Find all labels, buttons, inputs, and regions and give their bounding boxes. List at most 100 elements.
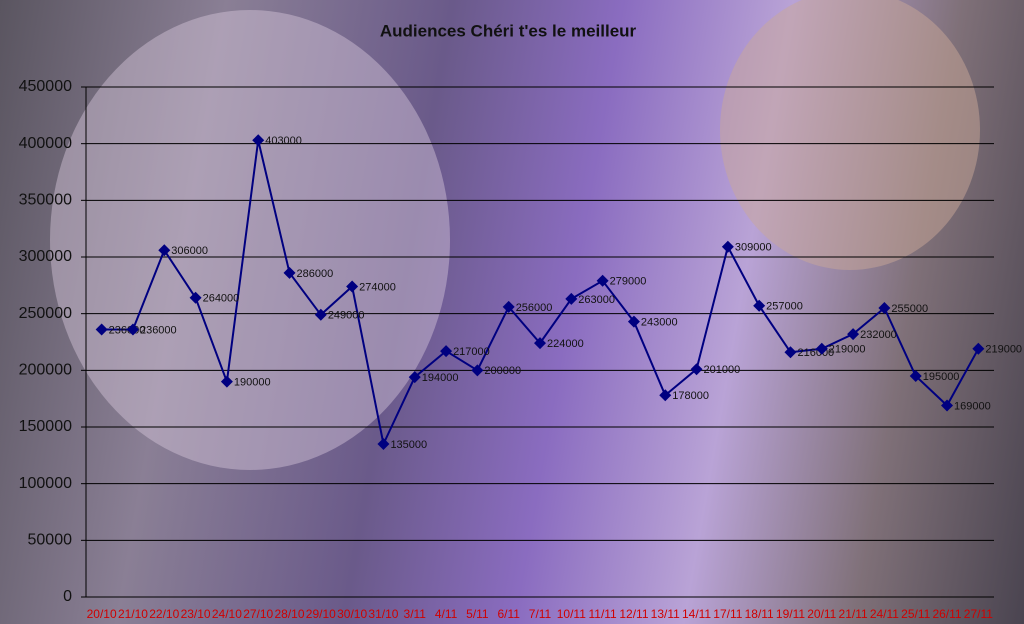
marker xyxy=(408,371,421,384)
marker xyxy=(283,266,296,279)
marker xyxy=(314,308,327,321)
data-label: 194000 xyxy=(422,372,459,384)
marker xyxy=(220,375,233,388)
x-tick-label: 24/11 xyxy=(870,607,899,621)
x-tick-label: 29/10 xyxy=(306,607,336,621)
logo-decoration xyxy=(50,10,450,470)
marker xyxy=(784,346,797,359)
data-label: 256000 xyxy=(516,302,553,314)
x-tick-label: 24/10 xyxy=(212,607,242,621)
y-tick-label: 150000 xyxy=(19,418,72,435)
data-label: 195000 xyxy=(923,371,960,383)
x-tick-label: 21/11 xyxy=(839,607,868,621)
data-label: 309000 xyxy=(735,242,772,254)
data-label: 217000 xyxy=(453,346,490,358)
x-tick-label: 25/11 xyxy=(901,607,930,621)
y-tick-label: 0 xyxy=(63,588,72,605)
x-tick-label: 20/11 xyxy=(807,607,836,621)
data-label: 190000 xyxy=(234,377,271,389)
x-tick-label: 6/11 xyxy=(497,607,520,621)
data-label: 243000 xyxy=(641,317,678,329)
marker xyxy=(753,299,766,312)
x-tick-label: 27/10 xyxy=(243,607,273,621)
x-tick-label: 17/11 xyxy=(713,607,742,621)
marker xyxy=(565,292,578,305)
marker xyxy=(471,364,484,377)
data-label: 178000 xyxy=(672,390,709,402)
marker xyxy=(377,438,390,450)
data-label: 263000 xyxy=(578,294,615,306)
marker xyxy=(659,389,672,402)
x-tick-label: 18/11 xyxy=(745,607,774,621)
x-tick-label: 19/11 xyxy=(776,607,805,621)
marker xyxy=(815,342,828,355)
x-tick-label: 23/10 xyxy=(181,607,211,621)
y-tick-label: 250000 xyxy=(19,305,72,322)
data-label: 249000 xyxy=(328,310,365,322)
marker xyxy=(596,274,609,287)
face-decoration xyxy=(720,0,980,270)
x-tick-label: 26/11 xyxy=(932,607,961,621)
y-tick-label: 400000 xyxy=(19,135,72,152)
data-label: 201000 xyxy=(704,364,741,376)
data-label: 274000 xyxy=(359,281,396,293)
marker xyxy=(878,302,891,314)
data-label: 236000 xyxy=(140,324,177,336)
marker xyxy=(158,244,171,257)
x-tick-label: 28/10 xyxy=(275,607,305,621)
y-tick-label: 50000 xyxy=(28,532,73,549)
y-tick-label: 300000 xyxy=(19,248,72,265)
marker xyxy=(440,345,453,358)
marker xyxy=(847,328,860,341)
chart-title: Audiences Chéri t'es le meilleur xyxy=(380,21,637,40)
data-label: 219000 xyxy=(829,344,866,356)
data-label: 279000 xyxy=(610,276,647,288)
marker xyxy=(721,240,734,253)
x-tick-label: 27/11 xyxy=(964,607,993,621)
data-label: 135000 xyxy=(390,439,427,451)
marker xyxy=(627,315,640,328)
data-label: 264000 xyxy=(203,293,240,305)
data-label: 200000 xyxy=(484,365,521,377)
y-tick-label: 200000 xyxy=(19,362,72,379)
x-tick-label: 13/11 xyxy=(651,607,680,621)
marker xyxy=(941,399,954,412)
x-tick-label: 3/11 xyxy=(404,607,427,621)
x-tick-label: 7/11 xyxy=(529,607,552,621)
x-tick-label: 11/11 xyxy=(588,607,617,621)
data-label: 403000 xyxy=(265,135,302,147)
x-tick-label: 21/10 xyxy=(118,607,148,621)
data-label: 306000 xyxy=(171,245,208,257)
marker xyxy=(534,337,546,350)
x-tick-label: 14/11 xyxy=(682,607,711,621)
x-tick-label: 31/10 xyxy=(368,607,398,621)
y-tick-label: 350000 xyxy=(19,192,72,209)
marker xyxy=(126,323,139,336)
marker xyxy=(252,134,265,147)
marker xyxy=(189,291,202,304)
marker xyxy=(972,342,985,355)
x-tick-label: 4/11 xyxy=(435,607,458,621)
x-tick-label: 30/10 xyxy=(337,607,367,621)
marker xyxy=(502,300,515,313)
x-tick-label: 5/11 xyxy=(466,607,489,621)
data-label: 286000 xyxy=(297,268,334,280)
data-label: 224000 xyxy=(547,338,584,350)
data-label: 169000 xyxy=(954,400,991,412)
x-tick-label: 22/10 xyxy=(149,607,179,621)
marker xyxy=(909,370,922,382)
y-tick-label: 450000 xyxy=(19,78,72,95)
marker xyxy=(346,280,359,293)
data-label: 257000 xyxy=(766,301,803,313)
x-tick-label: 12/11 xyxy=(619,607,648,621)
x-tick-label: 20/10 xyxy=(87,607,117,621)
data-label: 219000 xyxy=(985,344,1022,356)
data-label: 232000 xyxy=(860,329,897,341)
x-tick-label: 10/11 xyxy=(557,607,586,621)
data-label: 255000 xyxy=(891,303,928,315)
marker xyxy=(690,363,703,376)
y-tick-label: 100000 xyxy=(19,475,72,492)
marker xyxy=(95,323,108,336)
